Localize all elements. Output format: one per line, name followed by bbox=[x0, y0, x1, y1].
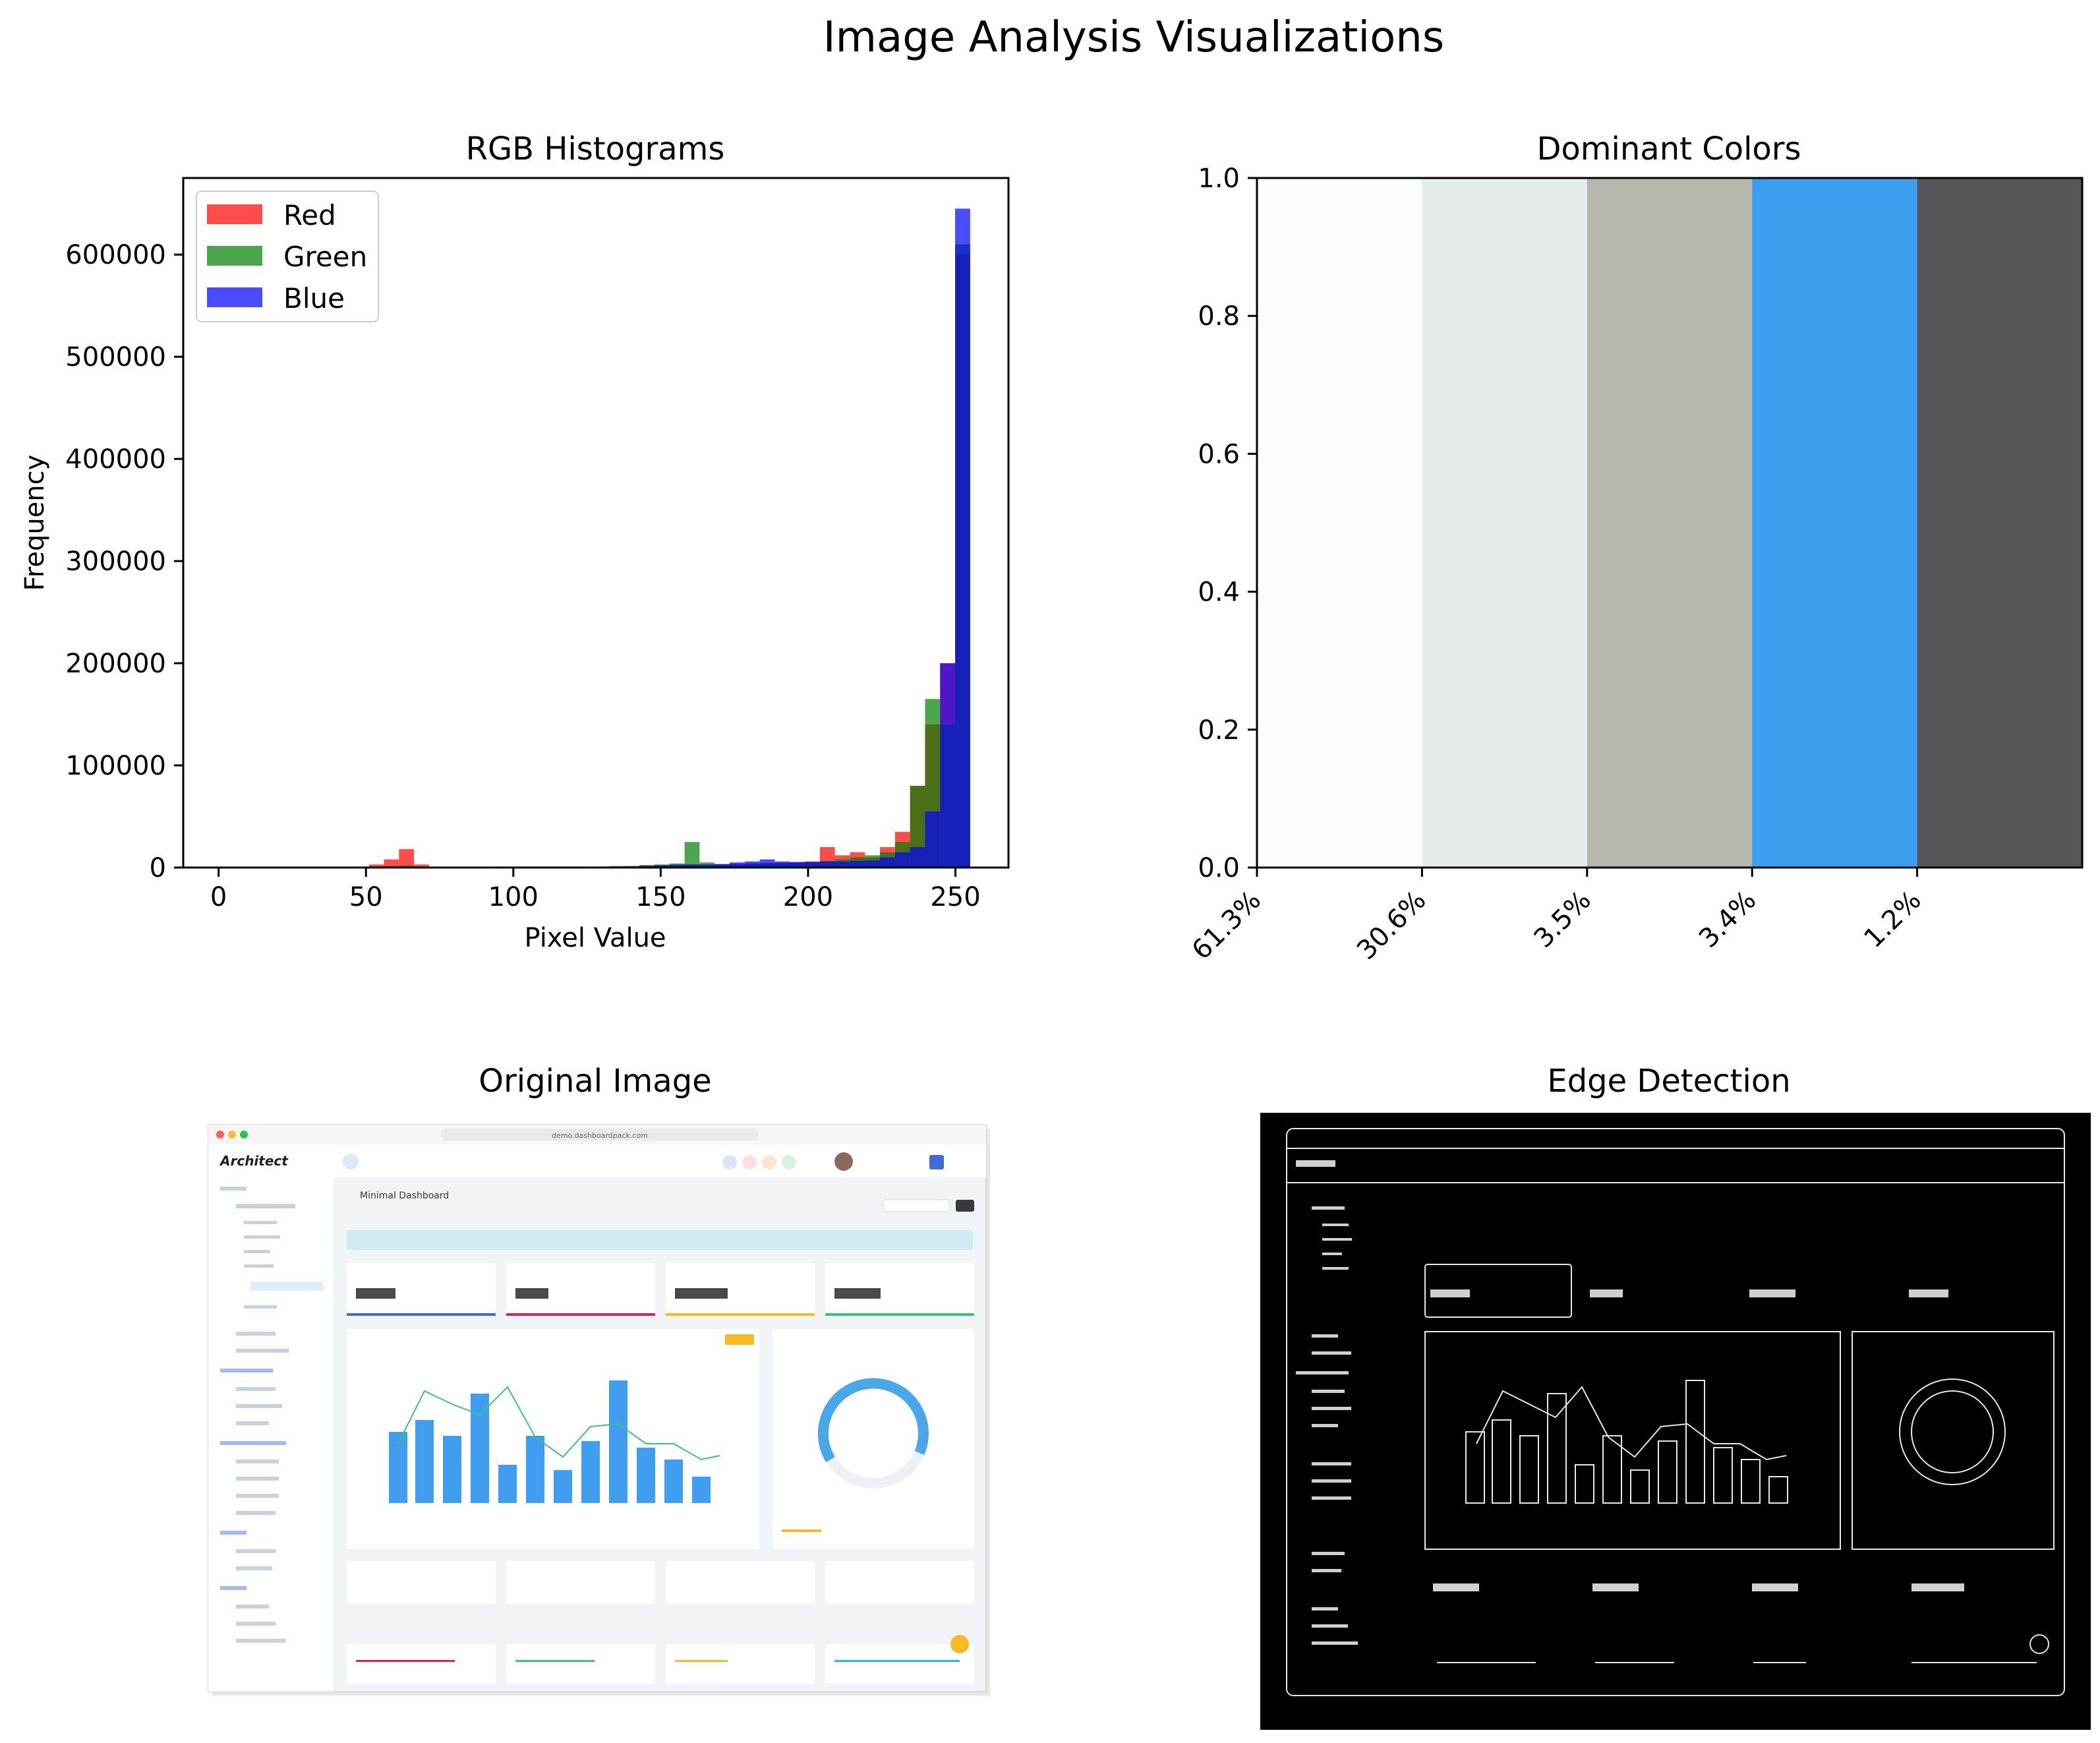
edge-detection-title: Edge Detection bbox=[1547, 1063, 1790, 1100]
x-tick-label: 0 bbox=[210, 882, 227, 912]
y-tick-label: 0.4 bbox=[1198, 577, 1240, 608]
dominant-color-bar bbox=[1422, 178, 1588, 868]
histogram-bar-blue bbox=[880, 857, 895, 868]
histogram-bar-blue bbox=[805, 862, 820, 868]
y-tick-label: 300000 bbox=[65, 547, 166, 577]
y-tick-label: 600000 bbox=[65, 240, 166, 270]
histogram-bar-blue bbox=[684, 864, 700, 868]
y-tick-label: 200000 bbox=[65, 649, 166, 679]
histogram-x-ticks: 0 50 100 150 200 250 bbox=[210, 868, 981, 912]
dominant-color-label: 1.2% bbox=[1858, 885, 1927, 954]
legend-swatch-red bbox=[207, 204, 262, 224]
browser-url-bar bbox=[442, 1129, 758, 1140]
histogram-bar-blue bbox=[730, 862, 745, 868]
dominant-color-label: 61.3% bbox=[1186, 885, 1267, 966]
x-tick-label: 50 bbox=[349, 882, 383, 912]
histogram-bar-green bbox=[684, 842, 700, 868]
browser-min-dot-icon bbox=[228, 1131, 236, 1138]
edge-detection-image bbox=[1260, 1113, 2091, 1730]
y-tick-label: 500000 bbox=[65, 342, 166, 372]
edge-detection-panel: Edge Detection bbox=[1260, 1063, 2091, 1730]
y-tick-label: 0.2 bbox=[1198, 715, 1240, 746]
histogram-bar-red bbox=[399, 849, 415, 868]
histogram-legend: Red Green Blue bbox=[196, 191, 379, 322]
dominant-color-bar bbox=[1257, 178, 1422, 868]
histogram-bar-blue bbox=[819, 861, 835, 868]
histogram-bar-blue bbox=[774, 861, 790, 868]
histogram-bar-blue bbox=[850, 860, 865, 868]
legend-label-green: Green bbox=[283, 241, 367, 273]
legend-label-blue: Blue bbox=[283, 282, 345, 314]
rgb-histogram-panel: RGB Histograms 0 50 100 150 200 250 0 100000 20… bbox=[20, 131, 1010, 953]
x-tick-label: 250 bbox=[930, 882, 980, 912]
dominant-color-bar bbox=[1752, 178, 1918, 868]
dominant-colors-panel: Dominant Colors 0.0 0.2 0.4 0.6 0.8 1.0 61.3%… bbox=[1186, 131, 2084, 966]
dominant-colors-title: Dominant Colors bbox=[1536, 131, 1801, 167]
histogram-bar-red bbox=[414, 864, 429, 868]
histogram-bar-blue bbox=[654, 865, 670, 868]
histogram-axes-frame bbox=[182, 177, 1010, 869]
dominant-x-ticks: 61.3% 30.6% 3.5% 3.4% 1.2% bbox=[1186, 868, 1927, 966]
histogram-bar-blue bbox=[699, 864, 715, 868]
histogram-bar-blue bbox=[759, 859, 775, 868]
histogram-bar-red bbox=[384, 859, 399, 868]
browser-url: demo.dashboardpack.com bbox=[552, 1131, 648, 1140]
browser-max-dot-icon bbox=[240, 1131, 248, 1138]
y-tick-label: 0.0 bbox=[1198, 853, 1240, 883]
dominant-color-bar bbox=[1587, 178, 1753, 868]
x-tick-label: 100 bbox=[488, 882, 539, 912]
histogram-bar-blue bbox=[715, 864, 730, 868]
dominant-color-label: 30.6% bbox=[1351, 885, 1432, 966]
legend-label-red: Red bbox=[283, 199, 336, 231]
dominant-color-bar bbox=[1917, 178, 2083, 868]
app-logo: Architect bbox=[219, 1153, 289, 1169]
dominant-color-bars bbox=[1257, 178, 2083, 868]
y-tick-label: 400000 bbox=[65, 444, 166, 475]
dominant-y-ticks: 0.0 0.2 0.4 0.6 0.8 1.0 bbox=[1198, 163, 1257, 883]
histogram-bar-red bbox=[368, 864, 384, 868]
histogram-bar-blue bbox=[894, 852, 910, 868]
figure-title: Image Analysis Visualizations bbox=[823, 13, 1444, 62]
histogram-bar-blue bbox=[865, 860, 881, 868]
legend-swatch-blue bbox=[207, 287, 262, 307]
histogram-bar-blue bbox=[669, 865, 685, 868]
x-tick-label: 200 bbox=[783, 882, 833, 912]
y-tick-label: 1.0 bbox=[1198, 163, 1240, 194]
original-image-panel: Original Image demo.dashboardpack.com Ar… bbox=[208, 1063, 990, 1696]
histogram-y-label: Frequency bbox=[20, 455, 50, 591]
y-tick-label: 100000 bbox=[65, 751, 166, 781]
histogram-bar-blue bbox=[790, 862, 805, 868]
dominant-color-label: 3.4% bbox=[1693, 885, 1762, 954]
histogram-bar-blue bbox=[834, 861, 850, 868]
original-image: demo.dashboardpack.com Architect bbox=[208, 1124, 987, 1692]
histogram-y-ticks: 0 100000 200000 300000 400000 500000 600000 bbox=[65, 240, 183, 883]
y-tick-label: 0.6 bbox=[1198, 439, 1240, 469]
legend-swatch-green bbox=[207, 246, 262, 266]
histogram-bar-blue bbox=[955, 208, 970, 868]
histogram-bar-blue bbox=[925, 811, 941, 868]
x-tick-label: 150 bbox=[635, 882, 685, 912]
histogram-bars bbox=[339, 208, 970, 868]
histogram-title: RGB Histograms bbox=[466, 131, 725, 167]
y-tick-label: 0 bbox=[150, 853, 166, 883]
original-image-title: Original Image bbox=[479, 1063, 711, 1100]
y-tick-label: 0.8 bbox=[1198, 301, 1240, 332]
dashboard-page-title: Minimal Dashboard bbox=[360, 1191, 449, 1201]
browser-close-dot-icon bbox=[216, 1131, 224, 1138]
histogram-bar-blue bbox=[744, 861, 760, 868]
histogram-bar-blue bbox=[910, 847, 925, 868]
dominant-axes-frame bbox=[1256, 177, 2084, 869]
histogram-bar-blue bbox=[940, 663, 956, 868]
dominant-color-label: 3.5% bbox=[1528, 885, 1596, 954]
histogram-x-label: Pixel Value bbox=[524, 923, 666, 953]
